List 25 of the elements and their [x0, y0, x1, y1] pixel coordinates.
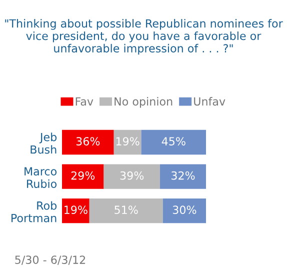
bar [62, 130, 114, 155]
text: 5/30 - 6/3/12 [15, 256, 86, 265]
y-tick-label: Marco Rubio [24, 167, 57, 188]
legend-label: Unfav [194, 97, 226, 106]
legend-label: Fav [76, 97, 94, 106]
bar [141, 130, 206, 155]
data-label: 19% [64, 206, 88, 214]
bar [62, 198, 90, 224]
data-label: 19% [116, 137, 140, 146]
data-label: 36% [76, 137, 100, 146]
chart-title: "Thinking about possible Republican nominees for vice president, do you have a favorable or unfavorable impression of . . . ?" [5, 19, 283, 55]
data-label: 45% [162, 137, 186, 146]
data-label: 29% [71, 171, 95, 180]
bar [104, 164, 160, 189]
y-tick-label: Rob Portman [12, 201, 57, 222]
data-label: 39% [120, 171, 144, 180]
bar [162, 198, 206, 224]
data-label: 30% [172, 206, 196, 214]
data-label: 32% [172, 171, 195, 180]
bar [89, 198, 163, 224]
legend-label: No opinion [114, 97, 172, 108]
data-label: 51% [114, 206, 138, 214]
y-tick-label: Jeb Bush [30, 132, 57, 154]
bar [160, 164, 206, 189]
bar [62, 164, 104, 189]
